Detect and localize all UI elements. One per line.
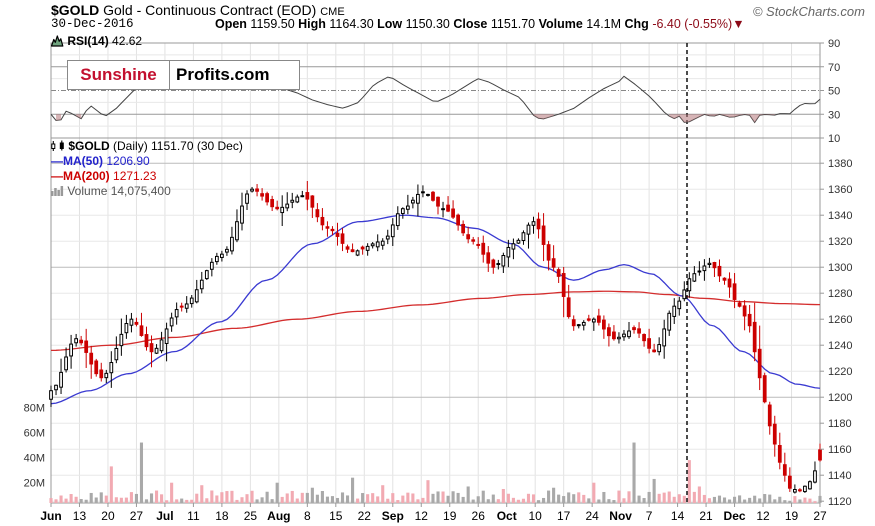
svg-text:27: 27 <box>130 509 144 523</box>
svg-text:10: 10 <box>828 133 840 145</box>
svg-text:1120: 1120 <box>828 496 852 508</box>
svg-text:24: 24 <box>585 509 599 523</box>
svg-text:1260: 1260 <box>828 314 852 326</box>
svg-text:27: 27 <box>813 509 827 523</box>
svg-text:8: 8 <box>304 509 311 523</box>
svg-text:10: 10 <box>529 509 543 523</box>
svg-text:1280: 1280 <box>828 288 852 300</box>
svg-text:7: 7 <box>646 509 653 523</box>
svg-text:15: 15 <box>329 509 343 523</box>
svg-text:22: 22 <box>358 509 372 523</box>
svg-text:12: 12 <box>756 509 770 523</box>
svg-text:1160: 1160 <box>828 444 852 456</box>
svg-text:70: 70 <box>828 62 840 74</box>
svg-text:25: 25 <box>244 509 258 523</box>
svg-text:Aug: Aug <box>267 509 290 523</box>
svg-text:Dec: Dec <box>724 509 746 523</box>
svg-text:30: 30 <box>828 109 840 121</box>
svg-text:20M: 20M <box>24 478 45 490</box>
svg-text:1320: 1320 <box>828 236 852 248</box>
svg-text:1340: 1340 <box>828 210 852 222</box>
svg-text:80M: 80M <box>24 402 45 414</box>
svg-text:21: 21 <box>699 509 713 523</box>
svg-text:40M: 40M <box>24 453 45 465</box>
svg-text:90: 90 <box>828 38 840 50</box>
svg-text:14: 14 <box>671 509 685 523</box>
svg-text:Sep: Sep <box>382 509 404 523</box>
svg-text:26: 26 <box>472 509 486 523</box>
svg-text:Oct: Oct <box>497 509 517 523</box>
svg-text:11: 11 <box>187 509 200 523</box>
svg-text:1220: 1220 <box>828 366 852 378</box>
svg-text:Nov: Nov <box>609 509 632 523</box>
svg-text:1200: 1200 <box>828 392 852 404</box>
svg-text:19: 19 <box>443 509 457 523</box>
svg-text:1140: 1140 <box>828 470 852 482</box>
svg-text:19: 19 <box>785 509 799 523</box>
svg-text:50: 50 <box>828 86 840 98</box>
svg-text:1180: 1180 <box>828 418 852 430</box>
svg-text:1300: 1300 <box>828 262 852 274</box>
svg-text:Jun: Jun <box>40 509 61 523</box>
svg-text:Jul: Jul <box>156 509 173 523</box>
svg-text:13: 13 <box>73 509 87 523</box>
svg-text:1360: 1360 <box>828 184 852 196</box>
svg-text:1240: 1240 <box>828 340 852 352</box>
svg-text:17: 17 <box>557 509 571 523</box>
svg-text:12: 12 <box>415 509 429 523</box>
svg-text:60M: 60M <box>24 428 45 440</box>
svg-text:18: 18 <box>215 509 229 523</box>
svg-text:20: 20 <box>101 509 115 523</box>
svg-text:1380: 1380 <box>828 158 852 170</box>
